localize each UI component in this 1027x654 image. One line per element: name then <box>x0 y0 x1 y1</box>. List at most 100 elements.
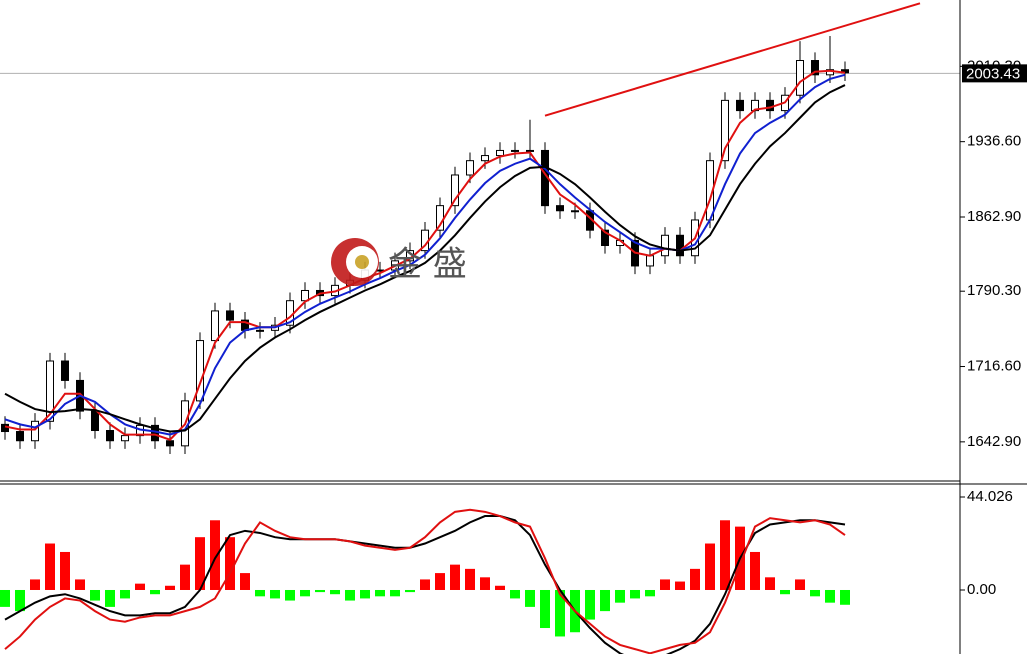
candle-body <box>1 423 9 433</box>
histogram-bar <box>540 589 550 629</box>
candle-body <box>571 210 579 213</box>
watermark: 金 盛 <box>388 245 467 285</box>
histogram-bar <box>360 589 370 599</box>
candle-body <box>511 149 519 152</box>
histogram-bar <box>45 543 55 590</box>
candle-body <box>796 60 804 96</box>
candle-body <box>526 149 534 152</box>
histogram-bar <box>675 581 685 590</box>
indicator-line <box>4 515 846 654</box>
histogram-bar <box>510 589 520 599</box>
candle-body <box>121 435 129 442</box>
histogram-bar <box>795 579 805 590</box>
candle-body <box>466 160 474 176</box>
histogram-bar <box>195 537 205 590</box>
candle-body <box>496 149 504 157</box>
histogram-bar <box>255 589 265 597</box>
candle-body <box>811 60 819 76</box>
candle-body <box>481 155 489 162</box>
candle-body <box>211 310 219 342</box>
candle-body <box>31 420 39 442</box>
histogram-bar <box>720 520 730 590</box>
histogram-bar <box>75 579 85 590</box>
histogram-bar <box>825 589 835 603</box>
histogram-bar <box>645 589 655 597</box>
histogram-bar <box>810 589 820 597</box>
y-tick-label: 1936.60 <box>967 133 1021 150</box>
histogram-bar <box>465 568 475 590</box>
plot <box>0 2 960 654</box>
histogram-bar <box>525 589 535 607</box>
histogram-bar <box>495 585 505 590</box>
histogram-bar <box>780 589 790 595</box>
candle-body <box>91 410 99 432</box>
logo-dot <box>355 255 369 269</box>
price-label-box <box>962 64 1027 83</box>
histogram-bar <box>480 577 490 590</box>
histogram-bar <box>270 589 280 599</box>
candle-body <box>256 329 264 332</box>
histogram-bar <box>240 573 250 590</box>
histogram-bar <box>705 543 715 590</box>
histogram-bar <box>390 589 400 597</box>
candle-body <box>766 99 774 112</box>
y-tick-label: 1862.90 <box>967 208 1021 225</box>
y-tick-label: 1716.60 <box>967 357 1021 374</box>
indicator-line <box>4 84 846 433</box>
candle-body <box>661 234 669 257</box>
candle-body <box>61 360 69 381</box>
histogram-bar <box>30 579 40 590</box>
histogram-bar <box>405 589 415 593</box>
histogram-bar <box>300 589 310 597</box>
histogram-bar <box>135 583 145 590</box>
histogram-bar <box>615 589 625 603</box>
histogram-bar <box>0 589 10 607</box>
candle-body <box>676 234 684 257</box>
price-label: 2003.43 <box>966 65 1020 82</box>
candle-body <box>736 99 744 112</box>
histogram-bar <box>435 573 445 590</box>
histogram-bar <box>210 520 220 590</box>
histogram-bar <box>840 589 850 605</box>
histogram-bar <box>225 537 235 590</box>
histogram-bar <box>600 589 610 612</box>
histogram-bar <box>165 585 175 590</box>
histogram-bar <box>330 589 340 595</box>
candle-body <box>46 360 54 422</box>
histogram-bar <box>285 589 295 601</box>
histogram-bar <box>585 589 595 620</box>
logo <box>331 238 379 286</box>
candle-body <box>556 205 564 212</box>
histogram-bar <box>60 551 70 590</box>
histogram-bar <box>420 579 430 590</box>
candle-body <box>826 69 834 76</box>
candle-body <box>301 289 309 302</box>
candle-body <box>166 440 174 447</box>
candle-body <box>451 174 459 207</box>
histogram-bar <box>315 589 325 593</box>
trendline <box>544 2 921 117</box>
histogram-bar <box>660 579 670 590</box>
indicator-line <box>4 73 846 436</box>
indicator-line <box>4 69 846 441</box>
histogram-bar <box>90 589 100 601</box>
candle-body <box>601 229 609 247</box>
histogram-bar <box>450 564 460 590</box>
y-tick-label: 1642.90 <box>967 433 1021 450</box>
histogram-bar <box>765 577 775 590</box>
candle-body <box>16 431 24 442</box>
histogram-bar <box>690 568 700 590</box>
candle-body <box>721 99 729 162</box>
histogram-bar <box>630 589 640 599</box>
indicator-line <box>4 508 846 654</box>
histogram-bar <box>150 589 160 595</box>
histogram-bar <box>555 589 565 637</box>
histogram-bar <box>180 564 190 590</box>
histogram-bar <box>120 589 130 599</box>
y-tick-label: 1790.30 <box>967 282 1021 299</box>
histogram-bar <box>15 589 25 612</box>
candle-body <box>106 430 114 442</box>
